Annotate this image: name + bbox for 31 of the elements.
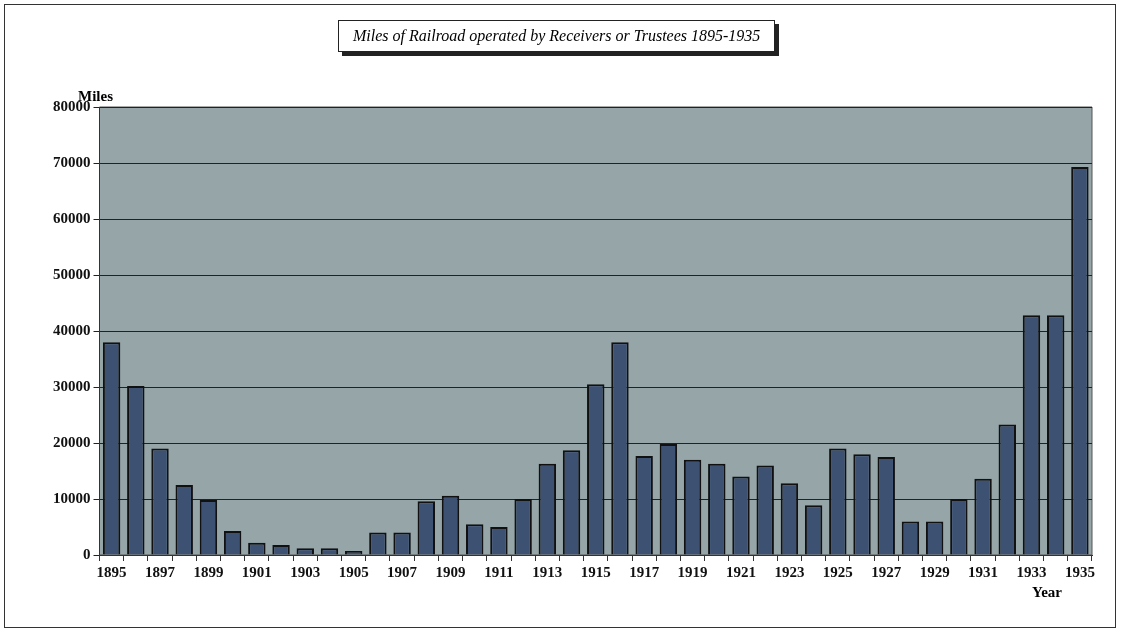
x-tick-label: 1919 xyxy=(677,563,708,580)
x-tick-label: 1935 xyxy=(1064,563,1095,580)
y-tick-label: 60000 xyxy=(53,209,91,226)
x-tick-label: 1921 xyxy=(725,563,756,580)
x-tick-label: 1909 xyxy=(435,563,466,580)
x-tick-label: 1903 xyxy=(290,563,321,580)
x-tick-label: 1931 xyxy=(968,563,999,580)
y-tick-label: 20000 xyxy=(53,433,91,450)
y-tick-label: 50000 xyxy=(53,265,91,282)
x-tick-label: 1901 xyxy=(241,563,272,580)
x-tick-label: 1923 xyxy=(774,563,805,580)
x-tick-label: 1905 xyxy=(338,563,369,580)
y-tick-label: 10000 xyxy=(53,489,91,506)
x-tick-label: 1933 xyxy=(1016,563,1047,580)
chart-title: Miles of Railroad operated by Receivers or Trustees 1895-1935 xyxy=(338,20,776,52)
x-tick-label: 1929 xyxy=(919,563,950,580)
x-axis-title: Year xyxy=(1032,584,1062,601)
x-tick-label: 1913 xyxy=(532,563,563,580)
x-tick-label: 1899 xyxy=(193,563,224,580)
x-tick-label: 1911 xyxy=(484,563,514,580)
x-tick-label: 1907 xyxy=(387,563,418,580)
y-tick-label: 40000 xyxy=(53,321,91,338)
x-tick-label: 1925 xyxy=(822,563,853,580)
x-tick-label: 1895 xyxy=(96,563,127,580)
y-tick-label: 0 xyxy=(83,545,91,562)
x-tick-label: 1897 xyxy=(145,563,176,580)
x-tick-label: 1917 xyxy=(629,563,660,580)
y-tick-label: 30000 xyxy=(53,377,91,394)
x-tick-label: 1915 xyxy=(580,563,611,580)
y-tick-label: 70000 xyxy=(53,153,91,170)
x-tick-label: 1927 xyxy=(871,563,902,580)
